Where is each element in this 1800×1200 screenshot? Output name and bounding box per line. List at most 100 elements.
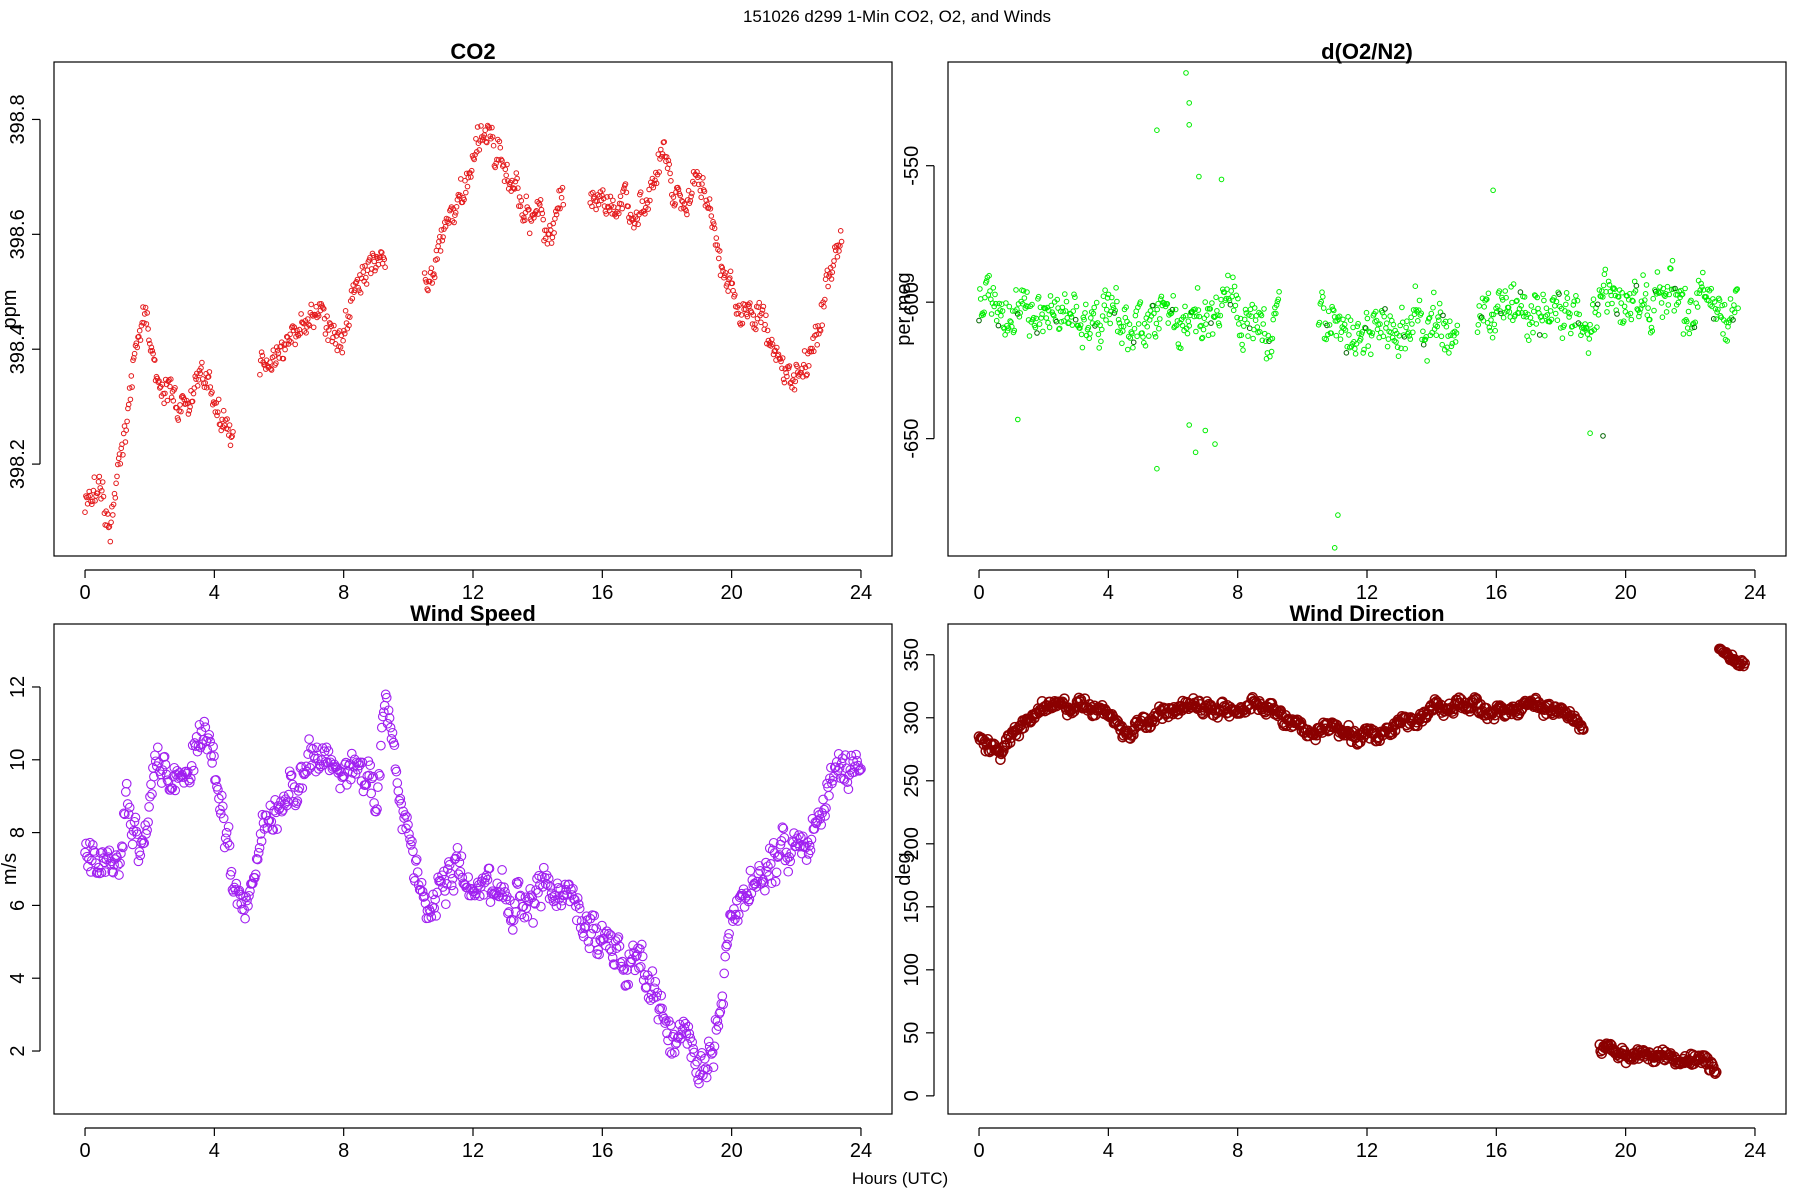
o2n2-data-point xyxy=(1500,314,1507,321)
wind-speed-data-point xyxy=(854,765,864,776)
co2-data-point xyxy=(125,401,132,408)
co2-data-point xyxy=(721,274,727,281)
co2-data-point xyxy=(230,429,236,435)
o2n2-data-point xyxy=(1636,309,1643,316)
wind-speed-data-point xyxy=(707,1047,718,1058)
co2-data-point xyxy=(156,378,162,384)
o2n2-data-point xyxy=(1032,324,1039,331)
wind-speed-data-point xyxy=(215,808,226,819)
o2n2-data-point xyxy=(1215,312,1221,319)
wind-speed-data-point xyxy=(159,751,170,762)
o2n2-data-point xyxy=(1216,322,1223,329)
co2-data-point xyxy=(172,385,178,391)
o2n2-data-point xyxy=(1735,305,1741,312)
co2-data-point xyxy=(807,345,814,352)
o2n2-data-point xyxy=(1409,321,1415,327)
o2n2-data-point xyxy=(1576,311,1582,318)
o2n2-data-point xyxy=(1112,307,1118,314)
o2n2-data-point xyxy=(1331,545,1338,551)
o2n2-data-point xyxy=(1733,286,1740,293)
co2-data-point xyxy=(259,352,266,359)
co2-data-point xyxy=(131,350,138,357)
o2n2-x-tick-label: 20 xyxy=(1615,582,1637,604)
co2-data-point xyxy=(372,267,378,274)
o2n2-data-point xyxy=(1241,316,1248,323)
wind-speed-data-point xyxy=(481,870,492,881)
wind-speed-data-point xyxy=(675,1033,686,1044)
o2n2-data-point xyxy=(1694,304,1701,310)
co2-y-tick-label: 398.8 xyxy=(7,94,29,144)
co2-data-point xyxy=(453,204,460,210)
co2-data-point xyxy=(451,219,457,226)
wind-speed-data-point xyxy=(814,810,825,820)
wind-speed-data-point xyxy=(412,867,423,877)
o2n2-data-point xyxy=(1418,310,1424,317)
co2-data-point xyxy=(226,422,233,428)
wind-speed-data-point xyxy=(844,770,855,780)
o2n2-data-point xyxy=(1072,316,1079,323)
co2-data-point xyxy=(837,228,844,234)
o2n2-data-point xyxy=(1217,312,1224,319)
co2-data-point xyxy=(752,321,758,328)
o2n2-data-point xyxy=(1365,343,1371,349)
co2-data-point xyxy=(168,376,174,383)
co2-data-point xyxy=(107,538,114,545)
co2-data-point xyxy=(819,322,826,329)
o2n2-data-point xyxy=(1502,288,1508,294)
o2n2-data-point xyxy=(1083,301,1089,308)
wind-speed-data-point xyxy=(547,892,558,902)
o2n2-data-point xyxy=(1199,334,1206,341)
co2-data-point xyxy=(461,196,467,203)
wind-speed-data-point xyxy=(207,758,217,768)
o2n2-data-point xyxy=(1564,295,1571,302)
o2n2-data-point xyxy=(1542,332,1548,339)
o2n2-data-point xyxy=(1129,330,1135,337)
o2n2-data-point xyxy=(1134,333,1140,340)
wind-speed-data-point xyxy=(714,1008,725,1019)
o2n2-data-point xyxy=(976,317,982,324)
co2-data-point xyxy=(425,287,431,294)
o2n2-data-point xyxy=(1240,347,1246,353)
o2n2-data-point xyxy=(1071,291,1077,298)
co2-data-point xyxy=(209,389,215,395)
co2-data-point xyxy=(128,373,135,379)
wind-speed-data-point xyxy=(445,868,456,879)
wind-speed-data-point xyxy=(606,946,617,957)
o2n2-data-point xyxy=(1672,285,1678,292)
o2n2-data-point xyxy=(1072,294,1078,301)
co2-data-point xyxy=(468,174,474,180)
o2n2-data-point xyxy=(1426,315,1432,322)
o2n2-x-tick-label: 12 xyxy=(1356,582,1378,604)
co2-data-point xyxy=(381,256,388,263)
co2-data-point xyxy=(457,192,463,198)
o2n2-data-point xyxy=(1346,332,1352,338)
wind-speed-data-point xyxy=(254,843,265,853)
o2n2-data-point xyxy=(1703,294,1709,300)
o2n2-data-point xyxy=(1170,293,1176,299)
co2-data-point xyxy=(610,197,616,204)
o2n2-data-point xyxy=(1151,331,1158,337)
co2-data-point xyxy=(784,373,790,380)
co2-data-point xyxy=(379,249,385,256)
o2n2-data-point xyxy=(1069,322,1076,328)
wind-speed-data-point xyxy=(391,766,402,777)
wind-speed-data-point xyxy=(372,804,382,814)
wind-speed-data-point xyxy=(426,912,437,922)
o2n2-data-point xyxy=(1583,324,1589,331)
wind-speed-data-point xyxy=(286,770,297,781)
o2n2-data-point xyxy=(1585,350,1592,356)
wind-speed-data-point xyxy=(117,841,127,852)
co2-data-point xyxy=(324,313,330,320)
o2n2-data-point xyxy=(1514,297,1520,304)
co2-data-point xyxy=(645,206,652,212)
co2-data-point xyxy=(487,133,494,140)
wind-speed-data-point xyxy=(688,1043,699,1054)
o2n2-data-point xyxy=(1561,322,1567,329)
wind-speed-data-point xyxy=(396,798,407,809)
co2-data-point xyxy=(282,346,288,353)
co2-data-point xyxy=(363,281,370,287)
wind-speed-data-point xyxy=(588,923,599,934)
o2n2-data-point xyxy=(1212,313,1218,320)
o2n2-data-point xyxy=(1685,308,1692,315)
o2n2-data-point xyxy=(1663,291,1669,297)
